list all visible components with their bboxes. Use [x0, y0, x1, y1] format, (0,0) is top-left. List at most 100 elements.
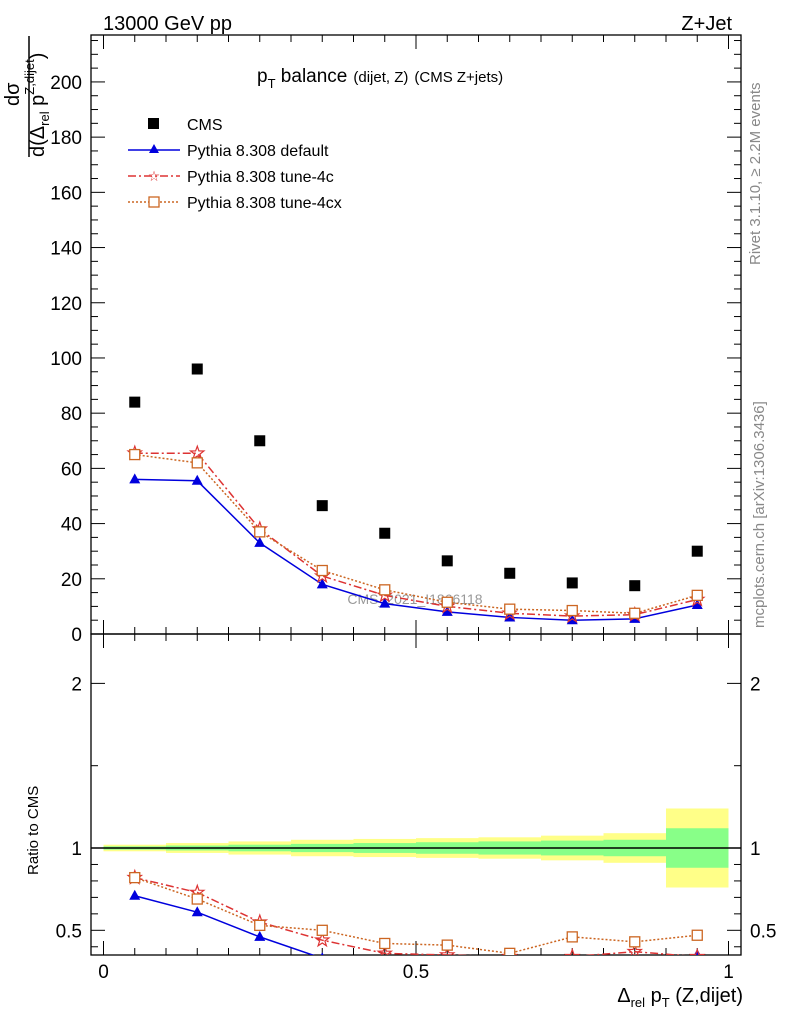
x-tick-label: 1: [723, 962, 734, 983]
point-default: [129, 473, 141, 484]
ratio-point-default: [320, 952, 324, 955]
header-left: 13000 GeV pp: [103, 13, 232, 35]
point-tune4cx: [566, 604, 578, 617]
y-tick-label-ratio-right: 0.5: [750, 921, 776, 942]
point-tune4cx: [441, 596, 453, 608]
ratio-point-tune4c: [313, 931, 331, 948]
point-default: [691, 599, 703, 610]
y-tick-label-ratio: 2: [71, 674, 82, 695]
ratio-point-tune4cx: [379, 937, 391, 950]
ratio-point-default: [191, 906, 203, 917]
point-tune4cx: [191, 457, 203, 469]
legend-entry-default: Pythia 8.308 default: [128, 143, 329, 160]
ratio-point-tune4cx: [254, 919, 266, 932]
ratio-point-tune4cx: [316, 924, 328, 936]
y-tick-label-main: 100: [50, 349, 82, 370]
y-tick-label-main: 160: [50, 183, 82, 204]
header-right: Z+Jet: [681, 13, 732, 35]
ratio-plot-frame: [90, 633, 742, 956]
point-tune4cx: [316, 564, 328, 577]
mcplots-label: mcplots.cern.ch [arXiv:1306.3436]: [751, 401, 768, 628]
y-axis-label: dσ d(Δrel pZ,dijet): [2, 36, 52, 157]
point-cms: [441, 555, 453, 567]
legend-marker-cms: [148, 118, 159, 129]
y-tick-label-main: 20: [61, 570, 82, 591]
legend-marker-default: [149, 144, 159, 153]
y-tick-label-main: 40: [61, 515, 82, 536]
ratio-point-tune4c: [376, 944, 394, 955]
chart-marks: 0 0.5 1 0 20 40 60 80 100 120 140 160 180 200 0.5 0.5 1 1…: [50, 34, 776, 983]
point-cms: [379, 527, 391, 539]
point-tune4c: [188, 444, 206, 461]
ratio-point-tune4cx: [129, 871, 141, 884]
rivet-label: Rivet 3.1.10, ≥ 2.2M events: [747, 83, 764, 266]
legend-label-tune4c: Pythia 8.308 tune-4c: [187, 169, 334, 186]
ratio-axis-label: Ratio to CMS: [25, 786, 42, 875]
ratio-point-tune4c: [438, 946, 456, 955]
main-series-group: [126, 363, 706, 625]
x-axis-label: Δrel pT (Z,dijet): [617, 985, 743, 1010]
legend-marker-tune4cx: [148, 196, 160, 208]
ratio-point-tune4cx: [691, 929, 703, 941]
ratio-point-default: [254, 930, 266, 941]
point-tune4cx: [504, 603, 516, 615]
ratio-line-tune4c: [134, 876, 686, 955]
ratio-series-group: [126, 868, 706, 974]
series-line-default: [134, 478, 698, 621]
point-tune4cx: [629, 607, 641, 619]
point-tune4cx: [691, 589, 703, 602]
ratio-point-default: [567, 964, 578, 974]
point-cms: [191, 363, 203, 375]
ratio-point-tune4c: [563, 947, 581, 955]
y-tick-label-ratio-right: 2: [750, 674, 761, 695]
y-tick-label-main: 80: [61, 404, 82, 425]
y-tick-label-main: 180: [50, 128, 82, 149]
point-default: [316, 578, 328, 589]
ratio-point-tune4c: [626, 942, 644, 955]
ratio-point-default: [629, 957, 640, 967]
y-tick-label-main: 60: [61, 459, 82, 480]
point-cms: [691, 545, 703, 557]
ratio-line-tune4cx: [134, 876, 698, 955]
point-cms: [316, 500, 328, 512]
y-tick-label-ratio: 0.5: [56, 921, 82, 942]
point-cms: [254, 435, 266, 447]
point-default: [254, 536, 266, 547]
y-tick-label-main: 200: [50, 73, 82, 94]
x-tick-label: 0.5: [403, 962, 429, 983]
point-cms: [504, 567, 516, 579]
x-tick-label: 0: [98, 962, 109, 983]
legend-entry-tune4cx: Pythia 8.308 tune-4cx: [128, 195, 342, 212]
ratio-point-default: [504, 962, 515, 972]
ratio-point-tune4cx: [566, 931, 578, 943]
series-line-tune4c: [134, 452, 698, 617]
point-cms: [129, 396, 141, 408]
ylabel-numerator: dσ: [2, 82, 24, 106]
legend-label-default: Pythia 8.308 default: [187, 143, 329, 160]
ratio-point-default: [379, 959, 390, 969]
point-cms: [629, 580, 641, 592]
point-tune4cx: [379, 584, 391, 596]
legend: CMS Pythia 8.308 default ☆ Pythia 8.308 …: [128, 117, 342, 212]
ratio-point-tune4c: [688, 947, 706, 955]
ratio-point-tune4cx: [629, 936, 641, 948]
y-tick-label-main: 0: [71, 625, 82, 646]
ratio-point-default: [129, 889, 141, 900]
ratio-point-tune4cx: [441, 939, 453, 951]
plot-title: pT balance (dijet, Z) (CMS Z+jets): [257, 66, 503, 91]
y-tick-label-main: 120: [50, 294, 82, 315]
legend-label-tune4cx: Pythia 8.308 tune-4cx: [187, 195, 342, 212]
y-tick-label-ratio: 1: [71, 839, 82, 860]
point-tune4cx: [254, 526, 266, 538]
ratio-point-default: [442, 959, 453, 969]
point-default: [379, 597, 391, 608]
point-default: [441, 605, 453, 616]
legend-marker-tune4c: ☆: [148, 168, 161, 184]
ylabel-denominator: d(Δrel pZ,dijet): [22, 53, 52, 157]
series-line-tune4cx: [134, 453, 698, 615]
legend-label-cms: CMS: [187, 117, 223, 134]
point-cms: [566, 577, 578, 589]
legend-entry-cms: CMS: [148, 117, 223, 134]
y-tick-label-main: 140: [50, 239, 82, 260]
